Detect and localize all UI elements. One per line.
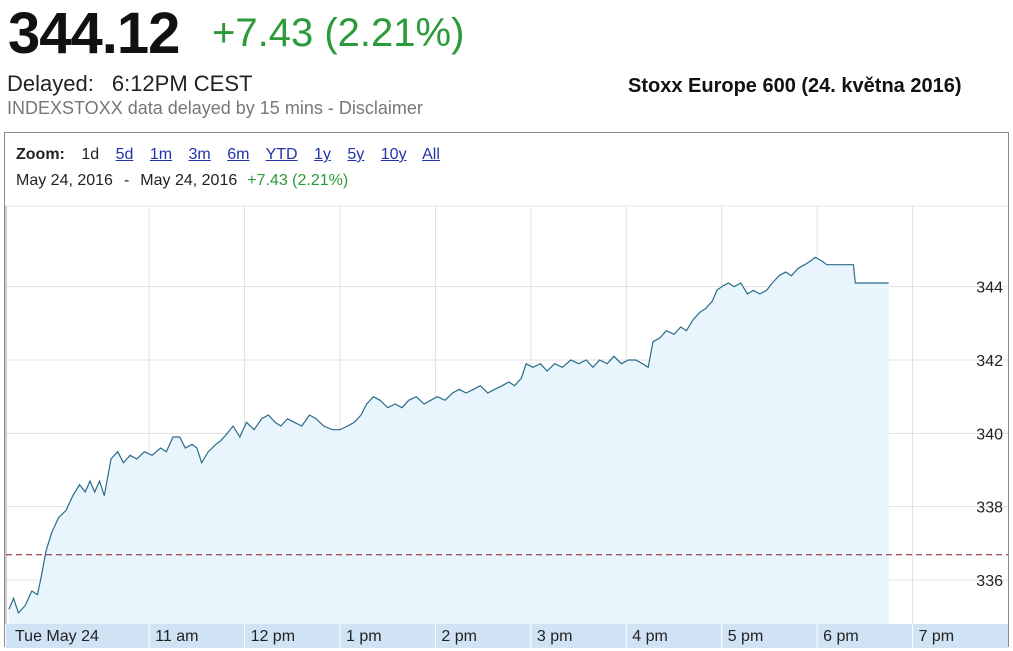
zoom-5y-button[interactable]: 5y: [347, 146, 365, 163]
range-change: +7.43 (2.21%): [247, 172, 349, 189]
y-tick-label: 336: [976, 573, 1003, 590]
zoom-1d-button[interactable]: 1d: [81, 146, 100, 163]
x-tick-label: 12 pm: [251, 628, 295, 645]
y-axis-labels: 336 338 340 342 344: [976, 280, 1003, 590]
chart-title: Stoxx Europe 600 (24. května 2016): [628, 75, 962, 97]
y-tick-label: 340: [976, 426, 1003, 443]
range-to-date[interactable]: May 24, 2016: [136, 170, 242, 192]
x-tick-label: 7 pm: [919, 628, 955, 645]
price-area-fill: [8, 257, 889, 624]
date-range-bar: May 24, 2016- May 24, 2016 +7.43 (2.21%): [12, 170, 348, 192]
x-tick-label: 2 pm: [441, 628, 477, 645]
x-tick-label: 4 pm: [632, 628, 668, 645]
x-axis-band: [6, 624, 1008, 648]
delayed-label: Delayed:: [7, 71, 94, 96]
zoom-6m-button[interactable]: 6m: [227, 146, 250, 163]
zoom-all-button[interactable]: All: [422, 146, 440, 163]
zoom-3m-button[interactable]: 3m: [188, 146, 211, 163]
zoom-5d-button[interactable]: 5d: [115, 146, 134, 163]
zoom-1y-button[interactable]: 1y: [314, 146, 331, 163]
range-from-date[interactable]: May 24, 2016: [12, 170, 117, 192]
x-tick-label: 11 am: [155, 628, 198, 645]
x-tick-label: 5 pm: [728, 628, 764, 645]
x-tick-label: 1 pm: [346, 628, 382, 645]
y-tick-label: 344: [976, 280, 1003, 297]
y-tick-label: 342: [976, 353, 1003, 370]
zoom-ytd-button[interactable]: YTD: [265, 146, 298, 163]
zoom-10y-button[interactable]: 10y: [380, 146, 407, 163]
index-price: 344.12: [8, 1, 180, 66]
zoom-label: Zoom:: [16, 146, 65, 163]
x-tick-label: 6 pm: [823, 628, 859, 645]
zoom-bar: Zoom: 1d 5d 1m 3m 6m YTD 1y 5y 10y All: [16, 146, 452, 164]
index-change: +7.43 (2.21%): [212, 11, 465, 55]
x-axis-labels: Tue May 24 11 am 12 pm 1 pm 2 pm 3 pm 4 pm 5 pm…: [15, 624, 954, 648]
zoom-1m-button[interactable]: 1m: [149, 146, 173, 163]
range-separator: -: [123, 172, 130, 189]
price-line: [8, 256, 889, 615]
delayed-time: 6:12PM CEST: [111, 71, 253, 96]
delayed-status: Delayed: 6:12PM CEST: [7, 71, 252, 97]
x-tick-label: 3 pm: [537, 628, 573, 645]
data-disclaimer[interactable]: INDEXSTOXX data delayed by 15 mins - Dis…: [7, 98, 423, 118]
y-tick-label: 338: [976, 500, 1003, 517]
x-tick-label: Tue May 24: [15, 628, 99, 645]
